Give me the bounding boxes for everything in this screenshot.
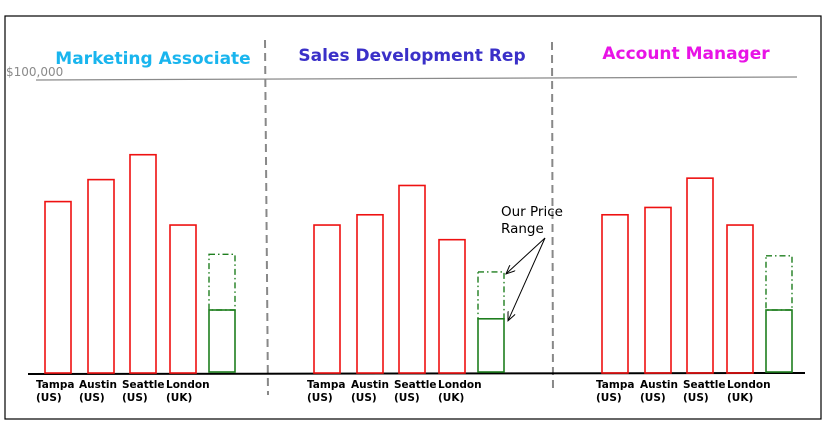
price-range-low-box bbox=[765, 309, 793, 373]
bar bbox=[398, 184, 426, 374]
tick-label: Seattle (US) bbox=[683, 379, 726, 404]
tick-label: Seattle (US) bbox=[122, 379, 165, 404]
reference-line-label: $100,000 bbox=[6, 65, 63, 79]
bar bbox=[726, 224, 754, 374]
tick-label: London (UK) bbox=[438, 379, 482, 404]
price-range-high-box bbox=[477, 271, 505, 320]
tick-label: Austin (US) bbox=[79, 379, 117, 404]
bar bbox=[169, 224, 197, 374]
annotation-arrow-upper bbox=[506, 237, 546, 274]
price-range-annotation: Our Price Range bbox=[501, 204, 563, 237]
tick-label: Tampa (US) bbox=[36, 379, 74, 404]
bar bbox=[44, 200, 72, 374]
tick-label: Tampa (US) bbox=[307, 379, 345, 404]
panel-1: Marketing Associate Tampa (US)Austin (US)Se… bbox=[36, 49, 251, 404]
price-range-high-box bbox=[208, 253, 236, 311]
reference-line bbox=[35, 76, 798, 81]
bar bbox=[438, 238, 466, 374]
tick-label: Austin (US) bbox=[640, 379, 678, 404]
figure-frame bbox=[4, 15, 822, 420]
bar bbox=[87, 178, 115, 374]
panel-title: Sales Development Rep bbox=[298, 46, 525, 66]
panel-title: Account Manager bbox=[602, 44, 770, 64]
bar bbox=[129, 153, 157, 374]
panel-divider-1 bbox=[264, 39, 269, 396]
panel-divider-2 bbox=[551, 41, 554, 393]
bar bbox=[601, 213, 629, 374]
tick-label: Tampa (US) bbox=[596, 379, 634, 404]
annotation-arrow-lower bbox=[508, 237, 546, 321]
tick-label: London (UK) bbox=[727, 379, 771, 404]
tick-label: Seattle (US) bbox=[394, 379, 437, 404]
panel-2: Sales Development Rep Tampa (US)Austin (US)… bbox=[298, 46, 525, 404]
tick-label: London (UK) bbox=[166, 379, 210, 404]
bar bbox=[313, 224, 341, 374]
panel-title: Marketing Associate bbox=[55, 49, 250, 69]
panel-3: Account Manager Tampa (US)Austin (US)Seattl… bbox=[596, 44, 793, 404]
bar bbox=[356, 213, 384, 374]
bar bbox=[644, 206, 672, 374]
bar bbox=[686, 177, 714, 374]
tick-label: Austin (US) bbox=[351, 379, 389, 404]
